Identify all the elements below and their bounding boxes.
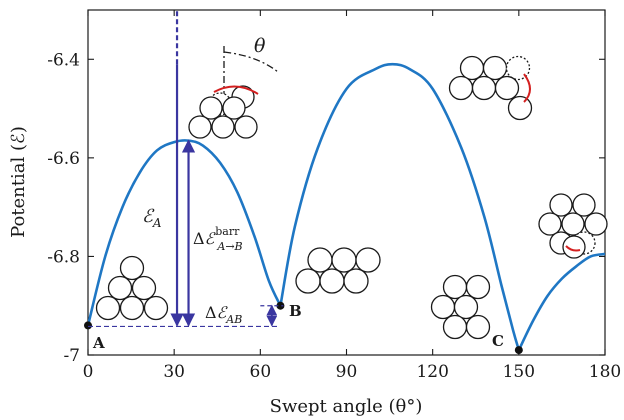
cluster-state-c bbox=[430, 274, 491, 340]
y-axis-ticks: -6.4 -6.6 -6.8 -7 bbox=[47, 50, 605, 366]
theta-symbol: θ bbox=[254, 35, 266, 57]
series-line-segment bbox=[517, 252, 605, 351]
barrier-label: Δℰbarr A→B bbox=[193, 225, 243, 253]
point-marker-b bbox=[276, 301, 285, 310]
point-label-b: B bbox=[289, 302, 302, 320]
energy-arrows bbox=[88, 10, 284, 328]
cluster-state-b bbox=[295, 247, 381, 294]
x-tick-label: 90 bbox=[336, 362, 358, 382]
y-tick-label: -7 bbox=[63, 346, 80, 366]
x-axis-label: Swept angle (θ°) bbox=[270, 396, 423, 417]
delta-ab-label: ΔℰAB bbox=[205, 303, 242, 326]
cluster-right-rotating bbox=[538, 193, 608, 259]
point-marker-a bbox=[84, 321, 92, 330]
x-tick-label: 30 bbox=[163, 362, 185, 382]
x-tick-label: 180 bbox=[589, 362, 621, 382]
y-axis-label: Potential (ℰ) bbox=[8, 126, 29, 238]
series-line-segment bbox=[279, 62, 521, 351]
point-marker-c bbox=[514, 346, 523, 355]
cluster-transition-rotating: θ bbox=[188, 35, 279, 139]
y-tick-label: -6.8 bbox=[47, 247, 80, 267]
x-tick-label: 0 bbox=[83, 362, 94, 382]
cluster-triangle-a bbox=[95, 255, 169, 321]
y-tick-label: -6.6 bbox=[47, 149, 80, 169]
cluster-peak-rotating bbox=[448, 55, 533, 121]
point-label-a: A bbox=[92, 334, 105, 352]
x-tick-label: 120 bbox=[416, 362, 448, 382]
x-axis-ticks: 0 30 60 90 120 150 180 bbox=[83, 10, 621, 382]
x-tick-label: 60 bbox=[250, 362, 272, 382]
x-tick-label: 150 bbox=[503, 362, 535, 382]
y-tick-label: -6.4 bbox=[47, 50, 80, 70]
eps-a-label: ℰA bbox=[142, 206, 162, 230]
point-label-c: C bbox=[492, 332, 504, 350]
